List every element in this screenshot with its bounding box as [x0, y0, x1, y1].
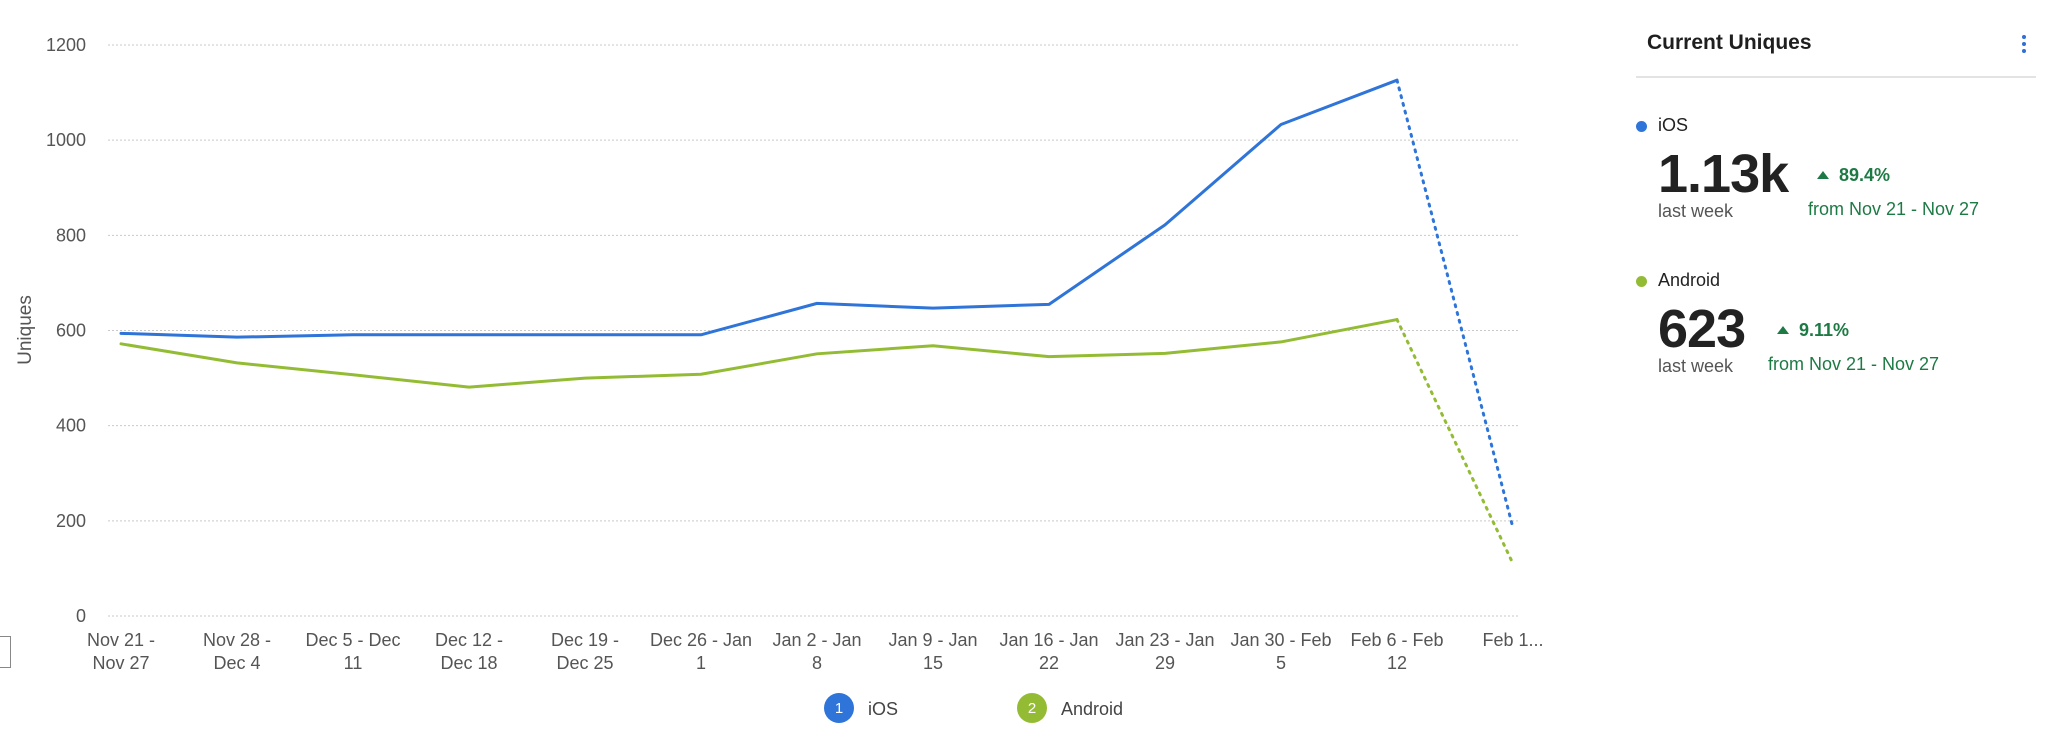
legend-badge-ios[interactable]	[824, 693, 854, 723]
legend-index: 2	[1028, 700, 1036, 717]
x-tick-label: Jan 16 - Jan	[999, 630, 1098, 650]
x-tick-label: Nov 21 -	[87, 630, 155, 650]
x-tick-label: Dec 18	[440, 653, 497, 673]
x-tick-label: Feb 6 - Feb	[1350, 630, 1443, 650]
x-tick-label: Dec 26 - Jan	[650, 630, 752, 650]
x-tick-label: 8	[812, 653, 822, 673]
legend-label[interactable]: iOS	[868, 699, 898, 719]
chart-legend: 1 iOS 2 Android	[824, 693, 1123, 723]
up-arrow-icon	[1777, 326, 1789, 334]
collapsed-panel-handle[interactable]	[0, 636, 11, 668]
stat-name: iOS	[1658, 115, 1689, 135]
ios-dot-icon	[1636, 121, 1647, 132]
stat-value: 1.13k	[1658, 144, 1789, 204]
series-lines	[119, 78, 1515, 566]
more-options-icon[interactable]	[2012, 32, 2036, 60]
x-tick-label: Jan 9 - Jan	[888, 630, 977, 650]
x-tick-label: Nov 27	[92, 653, 149, 673]
x-tick-label: Jan 2 - Jan	[772, 630, 861, 650]
up-arrow-icon	[1817, 171, 1829, 179]
series-partial-ios	[1395, 78, 1515, 530]
current-uniques-panel: Current Uniques iOS 1.13k last week 89.4…	[1636, 18, 2036, 578]
legend-label[interactable]: Android	[1061, 699, 1123, 719]
stat-comparison: from Nov 21 - Nov 27	[1808, 199, 1980, 219]
x-tick-label: Jan 30 - Feb	[1230, 630, 1331, 650]
x-tick-label: 22	[1039, 653, 1059, 673]
stat-change: 9.11%	[1777, 320, 1849, 341]
x-tick-label: 5	[1276, 653, 1286, 673]
stat-android: Android 623 last week 9.11% from Nov 21 …	[1636, 270, 2036, 410]
series-line-ios	[119, 78, 1399, 339]
series-line-android	[119, 318, 1399, 389]
y-tick-label: 400	[56, 416, 86, 436]
stat-name: Android	[1658, 270, 1721, 290]
panel-title: Current Uniques	[1647, 31, 1812, 54]
x-tick-label: 12	[1387, 653, 1407, 673]
y-axis-label: Uniques	[15, 295, 36, 365]
x-tick-label: Feb 1...	[1482, 630, 1543, 650]
series-partial-android	[1395, 318, 1515, 566]
x-tick-label: Dec 19 -	[551, 630, 619, 650]
stat-value: 623	[1658, 299, 1746, 359]
x-tick-label: 29	[1155, 653, 1175, 673]
x-tick-label: 11	[344, 653, 363, 673]
android-dot-icon	[1636, 276, 1647, 287]
x-tick-label: Dec 12 -	[435, 630, 503, 650]
y-tick-label: 800	[56, 225, 86, 245]
x-tick-label: Dec 5 - Dec	[305, 630, 400, 650]
y-tick-label: 1000	[46, 130, 86, 150]
x-tick-label: 1	[696, 653, 706, 673]
legend-badge-android[interactable]	[1017, 693, 1047, 723]
x-tick-label: Dec 25	[556, 653, 613, 673]
y-tick-label: 1200	[46, 35, 86, 55]
stat-ios: iOS 1.13k last week 89.4% from Nov 21 - …	[1636, 115, 2036, 255]
legend-index: 1	[835, 700, 843, 717]
stat-period: last week	[1658, 356, 1734, 376]
stat-comparison: from Nov 21 - Nov 27	[1768, 354, 1940, 374]
line-chart: 0 200 400 600 800 1000 1200 Nov 21 - Nov 27 Nov …	[15, 35, 1544, 723]
y-axis-ticks: 0 200 400 600 800 1000 1200	[46, 35, 86, 626]
y-tick-label: 0	[76, 606, 86, 626]
x-tick-label: 15	[923, 653, 943, 673]
stat-period: last week	[1658, 201, 1734, 221]
panel-header: Current Uniques	[1636, 18, 2036, 78]
x-tick-label: Dec 4	[213, 653, 260, 673]
x-tick-label: Nov 28 -	[203, 630, 271, 650]
y-tick-label: 200	[56, 511, 86, 531]
stat-change: 89.4%	[1817, 165, 1890, 186]
y-tick-label: 600	[56, 321, 86, 341]
grid-lines	[108, 44, 1520, 617]
x-tick-label: Jan 23 - Jan	[1115, 630, 1214, 650]
